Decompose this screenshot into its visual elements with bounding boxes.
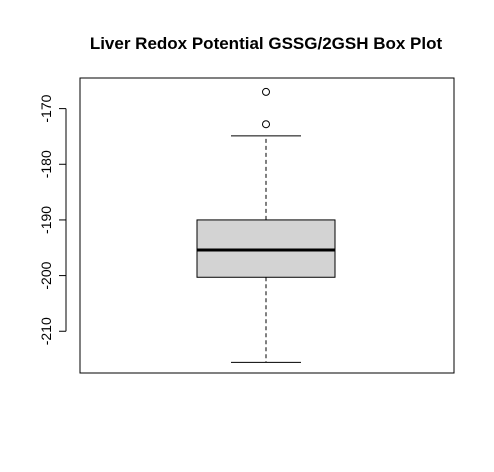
box-plot bbox=[197, 88, 335, 362]
chart-title: Liver Redox Potential GSSG/2GSH Box Plot bbox=[90, 34, 443, 53]
y-tick-label: -200 bbox=[38, 261, 54, 289]
y-axis-ticks: -170 -180 -190 -200 -210 bbox=[38, 94, 66, 345]
y-tick-label: -180 bbox=[38, 150, 54, 178]
y-tick-label: -210 bbox=[38, 317, 54, 345]
outlier-point bbox=[263, 88, 270, 95]
outlier-point bbox=[263, 121, 270, 128]
y-tick-label: -170 bbox=[38, 94, 54, 122]
y-tick-label: -190 bbox=[38, 206, 54, 234]
outlier-points bbox=[263, 88, 270, 127]
